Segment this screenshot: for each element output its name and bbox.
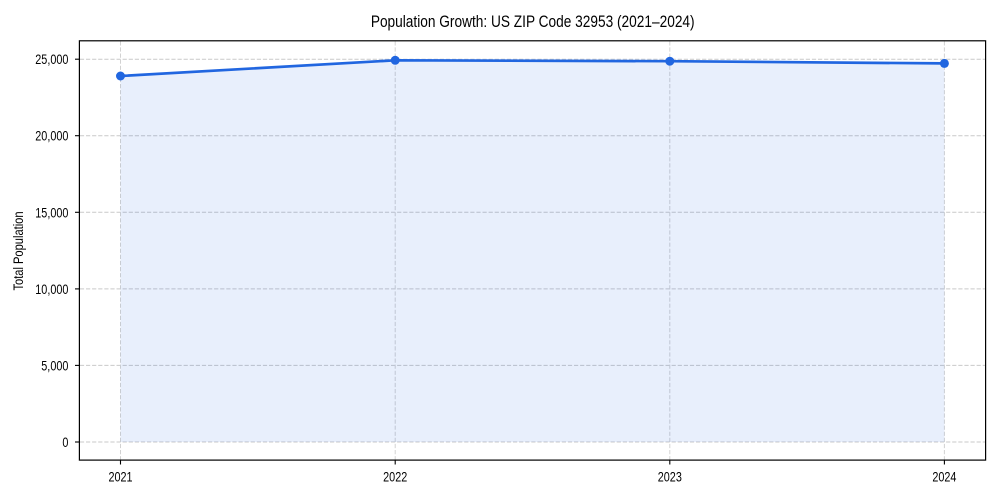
svg-text:2021: 2021 [108,469,132,485]
svg-text:15,000: 15,000 [35,205,68,221]
svg-text:2022: 2022 [383,469,407,485]
svg-text:5,000: 5,000 [41,358,68,374]
svg-text:20,000: 20,000 [35,128,68,144]
svg-text:0: 0 [62,435,68,451]
svg-text:25,000: 25,000 [35,52,68,68]
svg-text:Total Population: Total Population [11,211,26,290]
svg-text:Population Growth: US ZIP Code: Population Growth: US ZIP Code 32953 (20… [371,13,695,32]
svg-text:2023: 2023 [658,469,682,485]
svg-text:10,000: 10,000 [35,282,68,298]
svg-text:2024: 2024 [932,469,956,485]
